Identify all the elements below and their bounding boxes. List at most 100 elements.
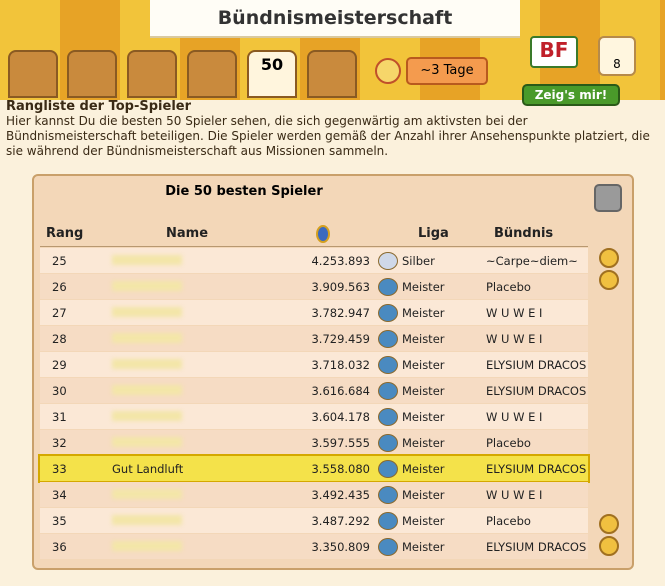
tab-active[interactable]: 50: [247, 50, 297, 98]
intro-text: Hier kannst Du die besten 50 Spieler seh…: [6, 114, 650, 158]
league-icon: [378, 434, 398, 452]
table-row[interactable]: 28 3.729.459 Meister W U W E I: [40, 326, 588, 351]
alliance: ELYSIUM DRACOS: [486, 462, 587, 476]
column-header: Name: [166, 226, 209, 241]
title-banner: Bündnismeisterschaft: [150, 0, 520, 38]
name-blurred: [112, 515, 182, 525]
table-row[interactable]: 35 3.487.292 Meister Placebo: [40, 508, 588, 533]
tab[interactable]: [8, 50, 58, 98]
score: 3.718.032: [311, 358, 370, 372]
alliance: W U W E I: [486, 410, 543, 424]
scroll-top[interactable]: [599, 248, 619, 268]
alliance: Placebo: [486, 280, 531, 294]
refresh-button[interactable]: [594, 184, 622, 212]
name-blurred: [112, 255, 182, 265]
score: 3.604.178: [311, 410, 370, 424]
tab[interactable]: [67, 50, 117, 98]
league-icon: [378, 330, 398, 348]
score: 3.782.947: [311, 306, 370, 320]
table-row[interactable]: 29 3.718.032 Meister ELYSIUM DRACOS: [40, 352, 588, 377]
table-row[interactable]: 31 3.604.178 Meister W U W E I: [40, 404, 588, 429]
name-blurred: [112, 307, 182, 317]
table-row[interactable]: 36 3.350.809 Meister ELYSIUM DRACOS: [40, 534, 588, 559]
name-blurred: [112, 541, 182, 551]
scroll-down[interactable]: [599, 514, 619, 534]
player-name: Gut Landluft: [112, 462, 184, 476]
alliance: W U W E I: [486, 306, 543, 320]
alliance: Placebo: [486, 514, 531, 528]
score: 3.729.459: [311, 332, 370, 346]
league: Meister: [402, 436, 445, 450]
table-row[interactable]: 32 3.597.555 Meister Placebo: [40, 430, 588, 455]
rank: 35: [52, 514, 67, 528]
tab[interactable]: [187, 50, 237, 98]
clock-icon: [375, 58, 401, 84]
table-row[interactable]: 26 3.909.563 Meister Placebo: [40, 274, 588, 299]
league: Meister: [402, 280, 445, 294]
league-icon: [378, 356, 398, 374]
panel-title: Die 50 besten Spieler: [165, 184, 323, 199]
table-row[interactable]: 34 3.492.435 Meister W U W E I: [40, 482, 588, 507]
score: 3.558.080: [311, 462, 370, 476]
league: Meister: [402, 384, 445, 398]
league-icon: [378, 304, 398, 322]
league-icon: [378, 538, 398, 556]
league-icon: [378, 486, 398, 504]
intro-heading: Rangliste der Top-Spieler: [6, 99, 192, 114]
rank: 32: [52, 436, 67, 450]
tab[interactable]: [127, 50, 177, 98]
alliance: ~Carpe~diem~: [486, 254, 578, 268]
rank: 25: [52, 254, 67, 268]
league: Silber: [402, 254, 435, 268]
table-row[interactable]: 27 3.782.947 Meister W U W E I: [40, 300, 588, 325]
league: Meister: [402, 358, 445, 372]
tab[interactable]: [307, 50, 357, 98]
name-blurred: [112, 489, 182, 499]
league: Meister: [402, 514, 445, 528]
score: 3.616.684: [311, 384, 370, 398]
rank: 29: [52, 358, 67, 372]
league-icon: [378, 408, 398, 426]
alliance: W U W E I: [486, 332, 543, 346]
table-row[interactable]: 25 4.253.893 Silber ~Carpe~diem~: [40, 248, 588, 273]
name-blurred: [112, 411, 182, 421]
score: 3.487.292: [311, 514, 370, 528]
rank: 31: [52, 410, 67, 424]
league: Meister: [402, 462, 445, 476]
rank: 36: [52, 540, 67, 554]
rank: 34: [52, 488, 67, 502]
scroll-bottom[interactable]: [599, 536, 619, 556]
name-blurred: [112, 281, 182, 291]
table-row[interactable]: 30 3.616.684 Meister ELYSIUM DRACOS: [40, 378, 588, 403]
league-icon: [378, 382, 398, 400]
name-blurred: [112, 333, 182, 343]
alliance: ELYSIUM DRACOS: [486, 358, 587, 372]
alliance: ELYSIUM DRACOS: [486, 540, 587, 554]
badge-count: 8: [598, 36, 636, 76]
rank: 26: [52, 280, 67, 294]
scroll-up[interactable]: [599, 270, 619, 290]
score-icon: [316, 225, 330, 243]
league: Meister: [402, 488, 445, 502]
name-blurred: [112, 437, 182, 447]
name-blurred: [112, 359, 182, 369]
league-icon: [378, 252, 398, 270]
rank: 28: [52, 332, 67, 346]
show-me-button[interactable]: Zeig's mir!: [522, 84, 620, 106]
badge-logo: BF: [530, 36, 578, 68]
league: Meister: [402, 540, 445, 554]
alliance: Placebo: [486, 436, 531, 450]
column-header: Rang: [46, 226, 84, 241]
timer: ~3 Tage: [406, 57, 488, 85]
score: 4.253.893: [311, 254, 370, 268]
table-row[interactable]: 33 Gut Landluft 3.558.080 Meister ELYSIUM DR…: [38, 454, 590, 483]
alliance: ELYSIUM DRACOS: [486, 384, 587, 398]
league: Meister: [402, 306, 445, 320]
league: Meister: [402, 332, 445, 346]
rank: 30: [52, 384, 67, 398]
score: 3.597.555: [311, 436, 370, 450]
alliance: W U W E I: [486, 488, 543, 502]
league-icon: [378, 278, 398, 296]
score: 3.350.809: [311, 540, 370, 554]
